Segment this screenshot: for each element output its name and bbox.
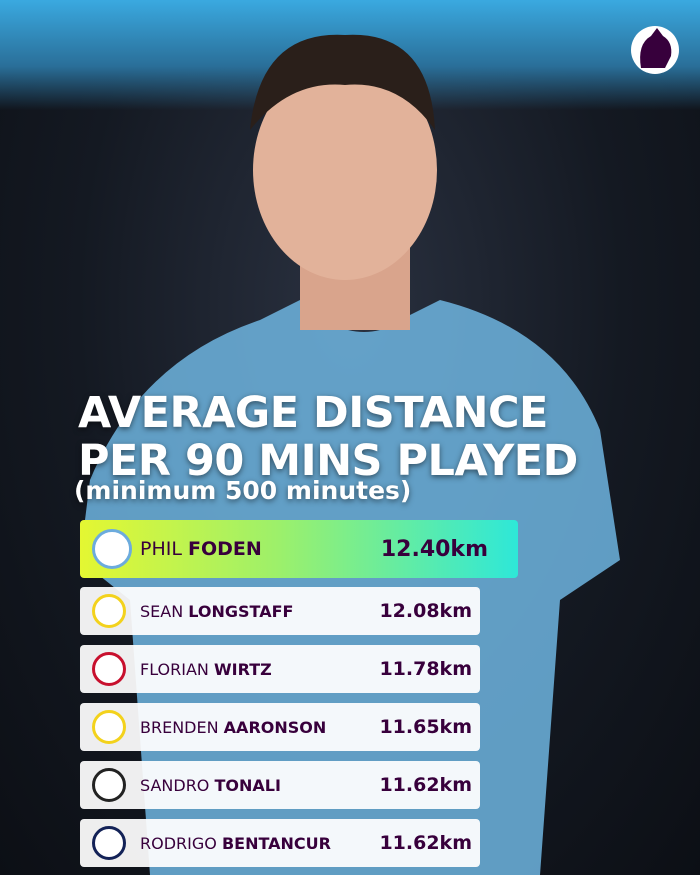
title-line: AVERAGE DISTANCE (78, 388, 548, 438)
club-badge (92, 768, 126, 802)
club-badge (92, 529, 132, 569)
table-row: SEAN LONGSTAFF 12.08km (80, 587, 480, 635)
table-row: BRENDEN AARONSON 11.65km (80, 703, 480, 751)
table-row: FLORIAN WIRTZ 11.78km (80, 645, 480, 693)
club-badge (92, 710, 126, 744)
club-badge (92, 652, 126, 686)
last-name: AARONSON (223, 717, 327, 737)
subtitle: (minimum 500 minutes) (74, 476, 412, 505)
first-name: SEAN (140, 601, 184, 621)
player-name: PHIL FODEN (140, 538, 262, 560)
distance: 12.08km (379, 600, 472, 622)
title-line: PER 90 MINS PLAYED (78, 436, 578, 486)
distance: 11.62km (379, 774, 472, 796)
first-name: RODRIGO (140, 833, 217, 853)
player-name: BRENDEN AARONSON (140, 718, 326, 737)
distance: 11.62km (379, 832, 472, 854)
first-name: PHIL (140, 538, 182, 560)
player-name: SANDRO TONALI (140, 776, 281, 795)
first-name: FLORIAN (140, 659, 209, 679)
distance: 11.65km (379, 716, 472, 738)
first-name: SANDRO (140, 775, 210, 795)
last-name: TONALI (214, 775, 281, 795)
player-name: FLORIAN WIRTZ (140, 660, 272, 679)
club-badge (92, 826, 126, 860)
last-name: WIRTZ (213, 659, 272, 679)
league-logo (631, 26, 679, 74)
table-row: RODRIGO BENTANCUR 11.62km (80, 819, 480, 867)
player-name: RODRIGO BENTANCUR (140, 834, 331, 853)
distance: 11.78km (379, 658, 472, 680)
distance: 12.40km (380, 536, 488, 562)
table-row: PHIL FODEN 12.40km (80, 520, 518, 578)
table-row: SANDRO TONALI 11.62km (80, 761, 480, 809)
last-name: LONGSTAFF (188, 601, 294, 621)
club-badge (92, 594, 126, 628)
first-name: BRENDEN (140, 717, 219, 737)
last-name: FODEN (187, 538, 262, 560)
last-name: BENTANCUR (221, 833, 331, 853)
player-name: SEAN LONGSTAFF (140, 602, 293, 621)
